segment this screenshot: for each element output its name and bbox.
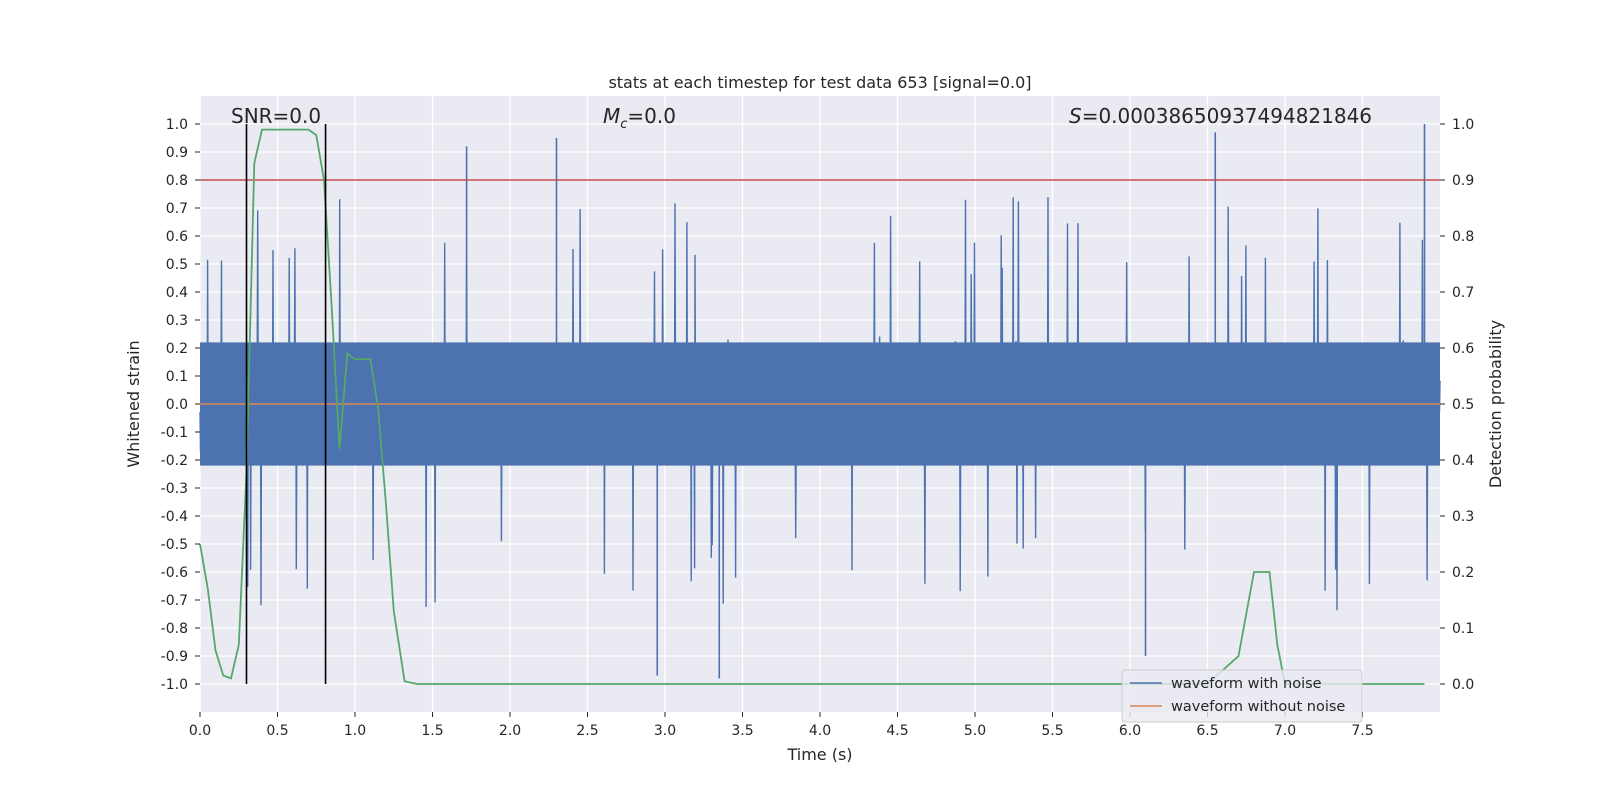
y2-tick-label: 0.7 [1452, 285, 1474, 301]
y-tick-label: -1.0 [161, 677, 188, 693]
x-tick-label: 1.0 [344, 723, 366, 739]
y2-axis-ticks: 1.0 0.9 0.8 0.7 0.6 0.5 0.4 0.3 0.2 0.1 0.0 [1440, 117, 1474, 693]
y-axis-ticks: 1.0 0.9 0.8 0.7 0.6 0.5 0.4 0.3 0.2 0.1 0.0 -0.1 -0.… [161, 117, 200, 693]
detection-probability-line [199, 128, 1425, 685]
x-tick-label: 6.0 [1119, 723, 1141, 739]
y-tick-label: 0.3 [166, 313, 188, 329]
mc-value: =0.0 [627, 104, 676, 128]
y-tick-label: -0.6 [161, 565, 188, 581]
mc-subscript: c [620, 117, 627, 132]
y2-tick-label: 0.0 [1452, 677, 1474, 693]
y2-tick-label: 0.3 [1452, 509, 1474, 525]
x-axis-label: Time (s) [786, 745, 852, 764]
mc-symbol: M [603, 104, 620, 128]
y-tick-label: 0.2 [166, 341, 188, 357]
x-axis-ticks: 0.0 0.5 1.0 1.5 2.0 2.5 3.0 3.5 4.0 4.5 5.0 5.5 6.0 6… [189, 712, 1374, 739]
y-tick-label: -0.9 [161, 649, 188, 665]
y2-tick-label: 0.1 [1452, 621, 1474, 637]
y2-tick-label: 1.0 [1452, 117, 1474, 133]
x-tick-label: 1.5 [421, 723, 443, 739]
y-tick-label: 1.0 [166, 117, 188, 133]
y-axis-label: Whitened strain [124, 340, 143, 467]
mc-annotation: Mc=0.0 [603, 104, 676, 132]
x-tick-label: 2.0 [499, 723, 521, 739]
lines [199, 124, 1440, 685]
y2-tick-label: 0.4 [1452, 453, 1474, 469]
y-tick-label: 0.8 [166, 173, 188, 189]
x-tick-label: 2.5 [576, 723, 598, 739]
legend: waveform with noise waveform without noi… [1121, 669, 1363, 723]
x-tick-label: 3.5 [731, 723, 753, 739]
y-tick-label: 0.0 [166, 397, 188, 413]
s-symbol: S [1069, 104, 1082, 128]
y2-tick-label: 0.2 [1452, 565, 1474, 581]
y-tick-label: -0.8 [161, 621, 188, 637]
legend-label-noise: waveform with noise [1171, 676, 1322, 692]
y-tick-label: 0.6 [166, 229, 188, 245]
y2-tick-label: 0.6 [1452, 341, 1474, 357]
y2-tick-label: 0.5 [1452, 397, 1474, 413]
y-tick-label: -0.2 [161, 453, 188, 469]
snr-annotation: SNR=0.0 [231, 104, 321, 128]
s-annotation: S=0.00038650937494821846 [1069, 104, 1372, 128]
x-tick-label: 0.5 [266, 723, 288, 739]
y-tick-label: 0.5 [166, 257, 188, 273]
x-tick-label: 0.0 [189, 723, 211, 739]
x-tick-label: 4.0 [809, 723, 831, 739]
y-tick-label: 0.9 [166, 145, 188, 161]
s-value: =0.00038650937494821846 [1082, 104, 1372, 128]
y-tick-label: -0.3 [161, 481, 188, 497]
y-tick-label: -0.7 [161, 593, 188, 609]
x-tick-label: 3.0 [654, 723, 676, 739]
y-tick-label: 0.4 [166, 285, 188, 301]
y-tick-label: -0.5 [161, 537, 188, 553]
x-tick-label: 7.0 [1274, 723, 1296, 739]
y2-tick-label: 0.8 [1452, 229, 1474, 245]
y-tick-label: 0.1 [166, 369, 188, 385]
y-tick-label: -0.1 [161, 425, 188, 441]
x-tick-label: 4.5 [886, 723, 908, 739]
y-tick-label: -0.4 [161, 509, 188, 525]
legend-box [1121, 669, 1363, 723]
y-tick-label: 0.7 [166, 201, 188, 217]
chart-title: stats at each timestep for test data 653… [608, 73, 1031, 92]
legend-label-clean: waveform without noise [1171, 699, 1345, 715]
y2-tick-label: 0.9 [1452, 173, 1474, 189]
x-tick-label: 6.5 [1196, 723, 1218, 739]
y2-axis-label: Detection probability [1486, 320, 1505, 488]
x-tick-label: 7.5 [1351, 723, 1373, 739]
x-tick-label: 5.5 [1041, 723, 1063, 739]
x-tick-label: 5.0 [964, 723, 986, 739]
